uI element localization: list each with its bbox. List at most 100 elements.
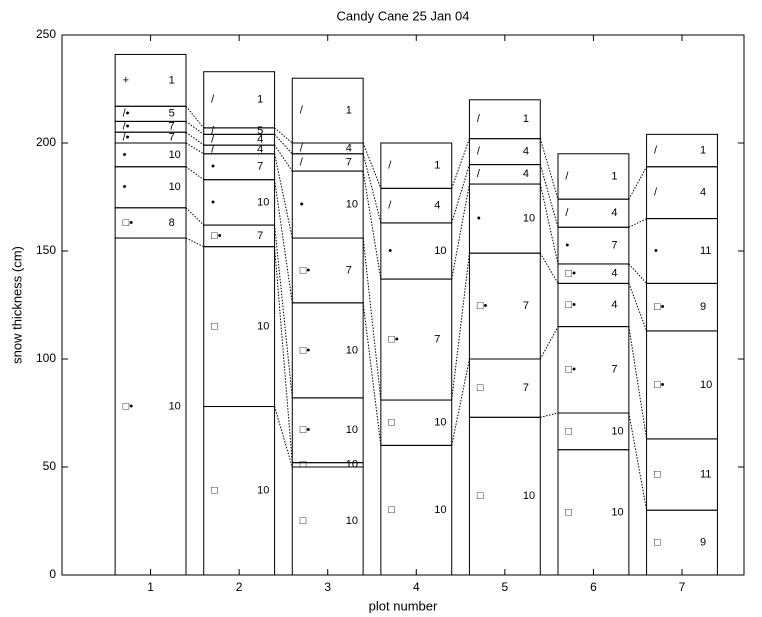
y-tick-label: 0 <box>49 567 56 581</box>
x-tick-label: 3 <box>324 580 331 594</box>
hardness-label: 10 <box>523 213 535 225</box>
layer-connector <box>274 144 293 172</box>
hardness-label: 10 <box>257 196 269 208</box>
hardness-label: 7 <box>257 161 263 173</box>
chart-title: Candy Cane 25 Jan 04 <box>337 8 470 23</box>
hardness-label: 4 <box>257 143 263 155</box>
grain-symbol: □ <box>477 490 484 502</box>
grain-symbol: • <box>211 196 215 208</box>
grain-symbol: / <box>300 142 304 154</box>
grain-symbol: / <box>211 134 215 146</box>
layer-connector <box>628 283 648 332</box>
grain-symbol: / <box>300 156 304 168</box>
grain-symbol: □• <box>654 379 665 391</box>
x-axis-label: plot number <box>369 598 438 613</box>
hardness-label: 10 <box>434 417 446 429</box>
hardness-label: 5 <box>169 108 175 120</box>
grain-symbol: □• <box>565 299 576 311</box>
hardness-label: 1 <box>257 94 263 106</box>
hardness-label: 4 <box>523 146 529 158</box>
grain-symbol: / <box>477 146 481 158</box>
layer-connector <box>628 166 648 200</box>
hardness-label: 7 <box>169 132 175 144</box>
grain-symbol: □ <box>654 537 661 549</box>
layer-connector <box>451 358 470 446</box>
layer-connector <box>628 412 648 511</box>
layer-connector <box>628 218 647 228</box>
hardness-label: 10 <box>611 506 623 518</box>
grain-symbol: • <box>300 198 304 210</box>
y-tick-label: 250 <box>36 27 56 41</box>
hardness-label: 10 <box>257 321 269 333</box>
hardness-label: 7 <box>611 364 617 376</box>
grain-symbol: □• <box>123 217 134 229</box>
hardness-label: 8 <box>169 217 175 229</box>
snow-layer <box>557 153 630 200</box>
layer-connector <box>185 237 204 248</box>
grain-symbol: / <box>388 160 392 172</box>
snow-layer <box>380 142 453 189</box>
hardness-label: 11 <box>700 245 711 257</box>
layer-connector <box>540 412 559 418</box>
hardness-label: 10 <box>169 181 181 193</box>
grain-symbol: / <box>654 187 658 199</box>
grain-symbol: • <box>123 149 127 161</box>
hardness-label: 7 <box>434 333 440 345</box>
layer-connector <box>628 326 648 439</box>
hardness-label: 10 <box>169 149 181 161</box>
layer-connector <box>185 142 204 155</box>
hardness-label: 10 <box>434 504 446 516</box>
grain-symbol: □• <box>300 264 311 276</box>
layer-connector <box>274 134 293 155</box>
x-tick-label: 6 <box>590 580 597 594</box>
layer-connector <box>274 225 293 398</box>
hardness-label: 7 <box>611 240 617 252</box>
snow-layer <box>646 133 718 168</box>
layer-connector <box>539 164 559 228</box>
hardness-label: 7 <box>346 264 352 276</box>
layer-connector <box>185 120 205 135</box>
grain-symbol: □ <box>211 485 218 497</box>
snow-layer <box>468 99 541 140</box>
layer-connector <box>274 153 293 239</box>
snow-layer <box>114 53 187 107</box>
grain-symbol: • <box>211 161 215 173</box>
hardness-label: 1 <box>169 74 175 86</box>
grain-symbol: • <box>654 245 658 257</box>
grain-symbol: / <box>477 168 481 180</box>
grain-symbol: □ <box>211 321 218 333</box>
hardness-label: 10 <box>346 424 358 436</box>
x-tick-label: 4 <box>413 580 420 594</box>
grain-symbol: □ <box>477 382 484 394</box>
hardness-label: 1 <box>346 105 352 117</box>
layer-connector <box>185 131 205 146</box>
grain-symbol: / <box>211 94 215 106</box>
hardness-label: 4 <box>611 268 617 280</box>
grain-symbol: /• <box>123 132 130 144</box>
grain-symbol: / <box>388 200 392 212</box>
hardness-label: 1 <box>611 170 617 182</box>
hardness-label: 10 <box>611 425 623 437</box>
grain-symbol: □• <box>211 230 222 242</box>
layer-connector <box>362 237 382 401</box>
hardness-label: 10 <box>346 198 358 210</box>
grain-symbol: □ <box>388 504 395 516</box>
hardness-label: 1 <box>434 160 440 172</box>
grain-symbol: □ <box>300 515 307 527</box>
grain-symbol: • <box>565 240 569 252</box>
snow-layer <box>203 71 276 129</box>
grain-symbol: □• <box>477 300 488 312</box>
grain-symbol: / <box>300 105 304 117</box>
hardness-label: 10 <box>346 344 358 356</box>
x-tick-label: 7 <box>679 580 686 594</box>
y-tick-label: 50 <box>43 459 57 473</box>
grain-symbol: / <box>211 125 215 137</box>
layer-connector <box>185 166 205 181</box>
grain-symbol: □• <box>300 344 311 356</box>
hardness-label: 4 <box>700 187 706 199</box>
layer-connector <box>185 207 205 226</box>
grain-symbol: / <box>565 170 569 182</box>
hardness-label: 1 <box>700 144 706 156</box>
layer-connector <box>274 246 293 463</box>
